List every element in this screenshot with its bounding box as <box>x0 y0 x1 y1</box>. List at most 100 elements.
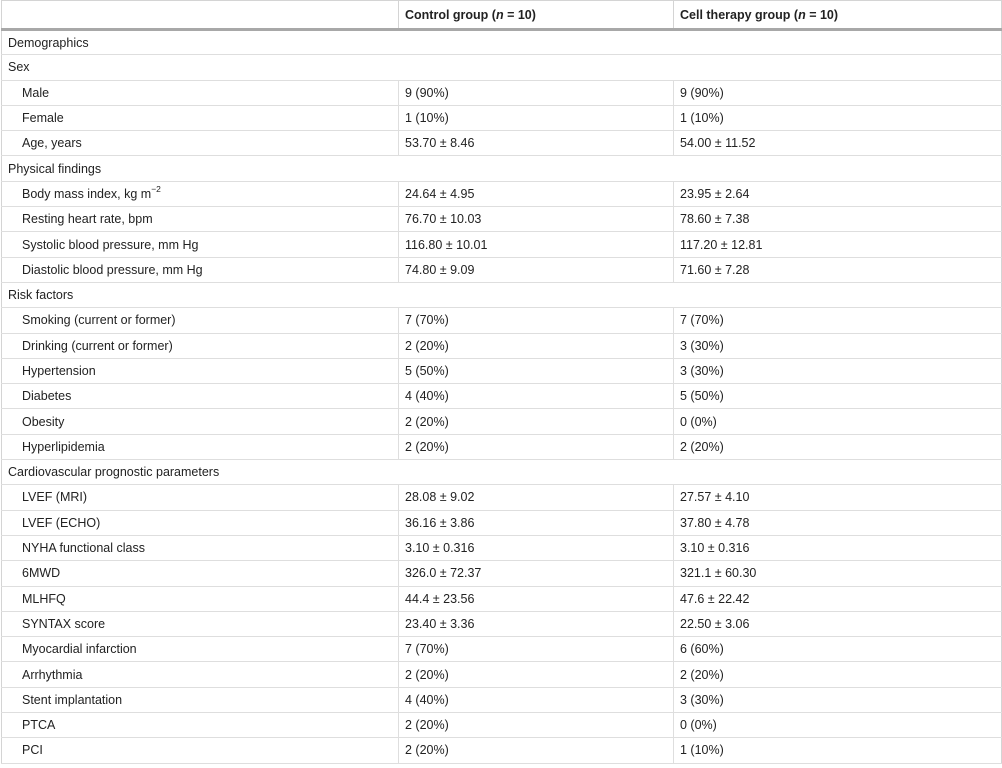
section-label: Demographics <box>1 29 1002 56</box>
row-label-text: Female <box>22 111 64 126</box>
row-label-text: Systolic blood pressure, mm Hg <box>22 237 199 252</box>
header-cell-n: n <box>798 8 806 22</box>
table-row: Age, years 53.70 ± 8.46 54.00 ± 11.52 <box>1 130 1002 157</box>
row-label-superscript: −2 <box>151 183 161 194</box>
row-label-text: Arrhythmia <box>22 667 83 682</box>
control-value: 2 (20%) <box>398 661 674 688</box>
table-row: Hyperlipidemia 2 (20%) 2 (20%) <box>1 434 1002 461</box>
control-value: 74.80 ± 9.09 <box>398 257 674 283</box>
row-label: Male <box>1 80 399 106</box>
row-label-text: Drinking (current or former) <box>22 338 173 353</box>
control-value: 326.0 ± 72.37 <box>398 560 674 587</box>
row-label: Age, years <box>1 130 399 157</box>
cell-therapy-value: 7 (70%) <box>673 307 1002 334</box>
row-label-text: PCI <box>22 743 43 758</box>
cell-therapy-value: 117.20 ± 12.81 <box>673 231 1002 258</box>
row-label: Diastolic blood pressure, mm Hg <box>1 257 399 283</box>
cell-therapy-value: 9 (90%) <box>673 80 1002 106</box>
control-value: 36.16 ± 3.86 <box>398 510 674 536</box>
row-label-text: Diabetes <box>22 389 72 404</box>
control-value: 53.70 ± 8.46 <box>398 130 674 157</box>
section-label: Risk factors <box>1 282 1002 309</box>
table-row: LVEF (MRI) 28.08 ± 9.02 27.57 ± 4.10 <box>1 484 1002 511</box>
row-label: Resting heart rate, bpm <box>1 206 399 233</box>
table-row: Body mass index, kg m−2 24.64 ± 4.95 23.95… <box>1 181 1002 208</box>
row-label-text: NYHA functional class <box>22 541 145 556</box>
row-label: PTCA <box>1 712 399 739</box>
row-label-text: Hyperlipidemia <box>22 439 105 454</box>
cell-therapy-value: 3 (30%) <box>673 358 1002 385</box>
control-value: 2 (20%) <box>398 333 674 359</box>
cell-therapy-value: 78.60 ± 7.38 <box>673 206 1002 233</box>
row-label: Smoking (current or former) <box>1 307 399 334</box>
table-row: Smoking (current or former) 7 (70%) 7 (70%… <box>1 307 1002 334</box>
row-label-text: LVEF (MRI) <box>22 490 88 505</box>
row-label-text: SYNTAX score <box>22 616 106 631</box>
control-value: 76.70 ± 10.03 <box>398 206 674 233</box>
cell-therapy-value: 5 (50%) <box>673 383 1002 410</box>
row-label-text: Age, years <box>22 136 82 151</box>
cell-therapy-value: 1 (10%) <box>673 105 1002 132</box>
header-label-column <box>1 0 399 31</box>
table-row: Female 1 (10%) 1 (10%) <box>1 105 1002 132</box>
row-label: Drinking (current or former) <box>1 333 399 359</box>
table-row: MLHFQ 44.4 ± 23.56 47.6 ± 22.42 <box>1 586 1002 612</box>
control-value: 28.08 ± 9.02 <box>398 484 674 511</box>
row-label: Myocardial infarction <box>1 636 399 663</box>
table-row: 6MWD 326.0 ± 72.37 321.1 ± 60.30 <box>1 560 1002 587</box>
header-control-prefix: Control group ( <box>405 8 496 22</box>
control-value: 23.40 ± 3.36 <box>398 611 674 638</box>
row-label-text: LVEF (ECHO) <box>22 515 101 530</box>
table-header: Control group (n = 10) Cell therapy grou… <box>1 0 1002 31</box>
table-row: Male 9 (90%) 9 (90%) <box>1 80 1002 106</box>
cell-therapy-value: 22.50 ± 3.06 <box>673 611 1002 638</box>
table-row: Myocardial infarction 7 (70%) 6 (60%) <box>1 636 1002 663</box>
control-value: 7 (70%) <box>398 307 674 334</box>
row-label-text: Hypertension <box>22 364 96 378</box>
row-label-text: Stent implantation <box>22 692 123 707</box>
control-value: 2 (20%) <box>398 737 674 764</box>
header-row: Control group (n = 10) Cell therapy grou… <box>1 0 1002 31</box>
row-label: SYNTAX score <box>1 611 399 638</box>
row-label: Diabetes <box>1 383 399 410</box>
table-row: Resting heart rate, bpm 76.70 ± 10.03 78.6… <box>1 206 1002 233</box>
table-row: Diastolic blood pressure, mm Hg 74.80 ± 9… <box>1 257 1002 283</box>
row-label: PCI <box>1 737 399 764</box>
section-row: Risk factors <box>1 282 1002 309</box>
control-value: 24.64 ± 4.95 <box>398 181 674 208</box>
section-row: Sex <box>1 54 1002 81</box>
control-value: 2 (20%) <box>398 712 674 739</box>
control-value: 3.10 ± 0.316 <box>398 535 674 562</box>
table-row: Arrhythmia 2 (20%) 2 (20%) <box>1 661 1002 688</box>
section-row: Cardiovascular prognostic parameters <box>1 459 1002 486</box>
row-label: Female <box>1 105 399 132</box>
table-body: Demographics Sex Male 9 (90%) 9 (90%) Female 1… <box>1 29 1002 764</box>
control-value: 2 (20%) <box>398 408 674 435</box>
header-control-suffix: = 10) <box>503 8 536 22</box>
row-label-text: Male <box>22 85 50 100</box>
section-row: Demographics <box>1 29 1002 56</box>
cell-therapy-value: 2 (20%) <box>673 661 1002 688</box>
control-value: 4 (40%) <box>398 383 674 410</box>
control-value: 4 (40%) <box>398 687 674 714</box>
cell-therapy-value: 0 (0%) <box>673 408 1002 435</box>
row-label: MLHFQ <box>1 586 399 612</box>
row-label-text: Smoking (current or former) <box>22 313 176 328</box>
table-row: NYHA functional class 3.10 ± 0.316 3.10 ± … <box>1 535 1002 562</box>
control-value: 116.80 ± 10.01 <box>398 231 674 258</box>
row-label: LVEF (MRI) <box>1 484 399 511</box>
row-label: 6MWD <box>1 560 399 587</box>
control-value: 5 (50%) <box>398 358 674 385</box>
table-row: SYNTAX score 23.40 ± 3.36 22.50 ± 3.06 <box>1 611 1002 638</box>
cell-therapy-value: 6 (60%) <box>673 636 1002 663</box>
section-label: Physical findings <box>1 155 1002 182</box>
table-row: PCI 2 (20%) 1 (10%) <box>1 737 1002 764</box>
row-label: Stent implantation <box>1 687 399 714</box>
row-label-text: Diastolic blood pressure, mm Hg <box>22 262 203 277</box>
header-cell-suffix: = 10) <box>805 8 839 22</box>
cell-therapy-value: 47.6 ± 22.42 <box>673 586 1002 612</box>
cell-therapy-value: 2 (20%) <box>673 434 1002 461</box>
cell-therapy-value: 1 (10%) <box>673 737 1002 764</box>
row-label: Obesity <box>1 408 399 435</box>
control-value: 2 (20%) <box>398 434 674 461</box>
